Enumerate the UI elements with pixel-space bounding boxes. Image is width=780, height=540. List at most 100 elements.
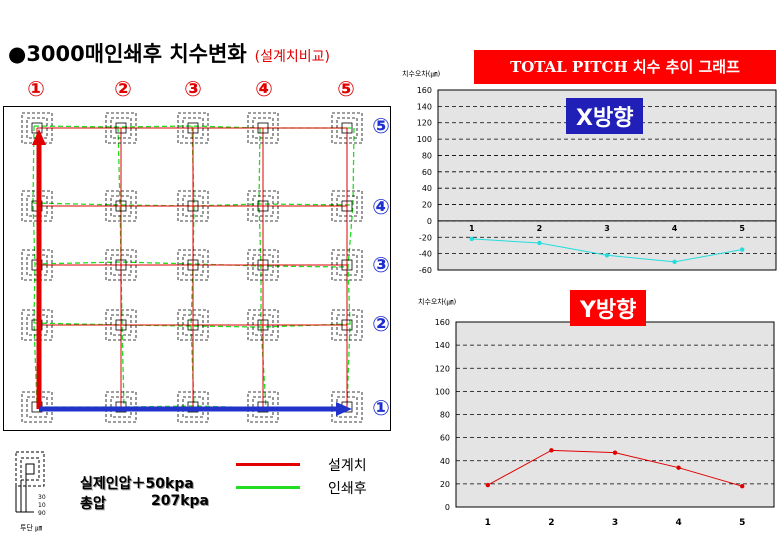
data-point bbox=[537, 240, 542, 246]
x-tick-label: 2 bbox=[548, 518, 554, 528]
printed-row-line bbox=[33, 322, 351, 328]
register-mark-middle bbox=[336, 254, 358, 276]
y-tick-label: 20 bbox=[440, 480, 450, 489]
row-label-3: ③ bbox=[372, 253, 390, 277]
register-mark-inner bbox=[341, 259, 353, 271]
printed-col-line bbox=[117, 126, 125, 408]
design-grid bbox=[36, 127, 348, 408]
row-label-5: ⑤ bbox=[372, 114, 390, 138]
register-mark-inner bbox=[341, 200, 353, 212]
title-subtitle: (설계치비교) bbox=[254, 49, 330, 65]
register-mark-inner bbox=[257, 200, 269, 212]
register-mark-outer bbox=[105, 309, 137, 341]
register-mark-inner bbox=[115, 200, 127, 212]
pattern-board bbox=[3, 106, 391, 431]
y-tick-label: 60 bbox=[440, 434, 450, 443]
y-tick-label: -20 bbox=[419, 233, 432, 242]
x-tick-label: 3 bbox=[604, 224, 610, 233]
plot-area bbox=[455, 321, 775, 508]
column-label-2: ② bbox=[114, 77, 132, 101]
y-tick-label: 140 bbox=[435, 341, 450, 350]
y-tick-label: 40 bbox=[440, 457, 450, 466]
register-mark-outer bbox=[331, 249, 363, 281]
y-tick-label: -60 bbox=[419, 266, 432, 275]
register-mark-inner bbox=[115, 122, 127, 134]
register-mark-outer bbox=[247, 190, 279, 222]
legend-design-label: 설계치 bbox=[328, 458, 367, 474]
column-label-4: ④ bbox=[255, 77, 273, 101]
y-tick-label: 20 bbox=[422, 201, 432, 210]
data-point bbox=[549, 448, 554, 453]
x-tick-label: 5 bbox=[739, 224, 745, 233]
chart-banner: TOTAL PITCH 치수 추이 그래프 bbox=[474, 50, 776, 84]
y-tick-label: 40 bbox=[422, 184, 432, 193]
register-mark-outer bbox=[247, 249, 279, 281]
printed-row-line bbox=[34, 261, 349, 268]
y-tick-label: 100 bbox=[435, 387, 450, 396]
row-label-4: ④ bbox=[372, 195, 390, 219]
register-mark-inner bbox=[187, 200, 199, 212]
y-tick-label: 120 bbox=[417, 119, 432, 128]
register-mark-outer bbox=[105, 190, 137, 222]
y-tick-label: 0 bbox=[427, 217, 432, 226]
row-label-1: ① bbox=[372, 396, 390, 420]
register-mark-outer bbox=[331, 190, 363, 222]
register-mark-inner bbox=[257, 122, 269, 134]
data-point bbox=[676, 465, 681, 470]
column-label-5: ⑤ bbox=[337, 77, 355, 101]
register-mark-middle bbox=[182, 195, 204, 217]
register-mark-middle bbox=[110, 117, 132, 139]
register-mark-inner bbox=[341, 122, 353, 134]
y-tick-label: -40 bbox=[419, 250, 432, 259]
printed-col-line bbox=[346, 127, 355, 408]
x-tick-label: 5 bbox=[739, 518, 745, 528]
printed-col-line bbox=[32, 125, 38, 408]
y-tick-label: 160 bbox=[435, 318, 450, 327]
register-mark-outer bbox=[105, 112, 137, 144]
inset-label-10: 10 bbox=[38, 502, 46, 509]
y-tick-label: 80 bbox=[440, 411, 450, 420]
register-mark-outer bbox=[247, 112, 279, 144]
register-mark-middle bbox=[110, 314, 132, 336]
register-mark-outer bbox=[105, 249, 137, 281]
y-tick-label: 60 bbox=[422, 168, 432, 177]
spec-line-2-label: 총압 bbox=[80, 496, 106, 512]
register-mark-inner bbox=[115, 259, 127, 271]
register-mark-middle bbox=[110, 254, 132, 276]
y-tick-label: 0 bbox=[445, 503, 450, 512]
y-tick-label: 160 bbox=[417, 86, 432, 95]
register-mark-inner bbox=[187, 319, 199, 331]
x-tick-label: 1 bbox=[485, 518, 491, 528]
row-label-2: ② bbox=[372, 312, 390, 336]
x-tick-label: 4 bbox=[672, 224, 678, 233]
register-mark-middle bbox=[336, 195, 358, 217]
register-mark-inner bbox=[115, 319, 127, 331]
legend-design-swatch bbox=[236, 463, 300, 466]
register-mark-middle bbox=[182, 254, 204, 276]
spec-line-1: 실제인압＋50kpa bbox=[80, 476, 194, 492]
register-mark-outer bbox=[177, 190, 209, 222]
page-title: ●3000매인쇄후 치수변화 (설계치비교) bbox=[8, 38, 330, 68]
register-mark-inner bbox=[31, 122, 43, 134]
register-mark-outer bbox=[247, 309, 279, 341]
register-mark-outer bbox=[331, 112, 363, 144]
x-tick-label: 2 bbox=[537, 224, 543, 233]
register-mark-middle bbox=[110, 195, 132, 217]
x-tick-label: 4 bbox=[675, 518, 681, 528]
register-mark-middle bbox=[252, 254, 274, 276]
register-mark-middle bbox=[336, 314, 358, 336]
register-mark-middle bbox=[252, 195, 274, 217]
register-mark-inner bbox=[187, 122, 199, 134]
register-mark-middle bbox=[252, 117, 274, 139]
register-mark-outer bbox=[177, 309, 209, 341]
legend-printed-label: 인쇄후 bbox=[328, 481, 367, 497]
column-label-1: ① bbox=[27, 77, 45, 101]
register-mark-middle bbox=[252, 314, 274, 336]
register-mark-outer bbox=[177, 112, 209, 144]
register-mark-inner bbox=[257, 259, 269, 271]
register-mark-outer bbox=[331, 309, 363, 341]
data-point bbox=[740, 247, 745, 252]
y-chart-title: Y방향 bbox=[570, 290, 647, 326]
register-mark-middle bbox=[182, 314, 204, 336]
data-point bbox=[612, 450, 618, 455]
